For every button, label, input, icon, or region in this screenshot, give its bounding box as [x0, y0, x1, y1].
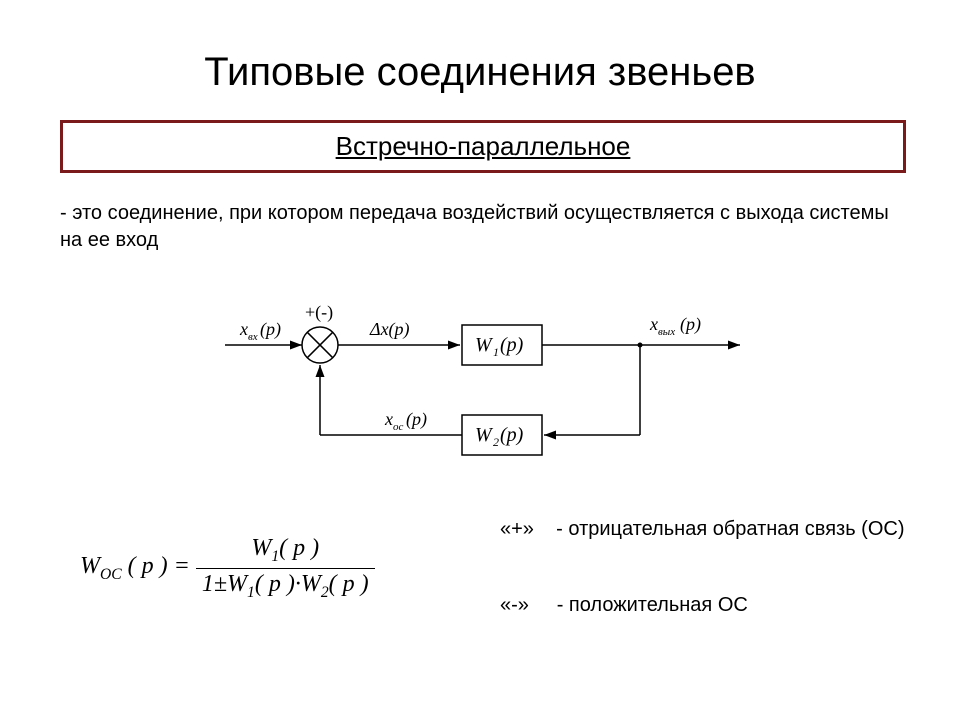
svg-text:+(-): +(-): [305, 302, 333, 323]
svg-text:x: x: [239, 319, 248, 339]
formula-den-w1: W: [227, 571, 247, 597]
svg-text:x: x: [384, 409, 393, 429]
formula-num-sub: 1: [271, 548, 279, 565]
transfer-function-formula: WOC ( p ) = W1( p ) 1±W1( p )·W2( p ): [80, 535, 375, 602]
svg-text:(p): (p): [680, 314, 701, 335]
note-minus: «-» - положительная ОС: [500, 586, 905, 624]
formula-den-pm: ±: [214, 571, 227, 597]
svg-text:W: W: [475, 424, 494, 446]
feedback-diagram: x вх (p) +(-) Δx(p) W 1 (p) x вых (p) W …: [220, 290, 760, 470]
formula-lhs-args: ( p ) =: [128, 553, 190, 579]
svg-text:2: 2: [493, 435, 499, 449]
svg-text:1: 1: [493, 345, 499, 359]
note-plus: «+» - отрицательная обратная связь (ОС): [500, 510, 905, 548]
sign-notes: «+» - отрицательная обратная связь (ОС) …: [500, 510, 905, 624]
description-text: - это соединение, при котором передача в…: [60, 200, 900, 254]
formula-num-w: W: [251, 535, 271, 561]
subtitle-text: Встречно-параллельное: [336, 131, 631, 161]
subtitle-box: Встречно-параллельное: [60, 120, 906, 173]
formula-lhs-sub: OC: [100, 566, 122, 583]
svg-text:(p): (p): [500, 424, 524, 446]
note-minus-text: - положительная ОС: [557, 594, 748, 616]
formula-den-args1: ( p ): [255, 571, 295, 597]
note-minus-sym: «-»: [500, 594, 529, 616]
formula-den-args2: ( p ): [329, 571, 369, 597]
page-title: Типовые соединения звеньев: [0, 50, 960, 95]
svg-text:вых: вых: [658, 326, 675, 338]
note-plus-sym: «+»: [500, 518, 534, 540]
svg-text:(p): (p): [260, 319, 281, 340]
svg-text:x: x: [649, 314, 658, 334]
formula-den-w1-sub: 1: [247, 584, 255, 601]
formula-lhs-w: W: [80, 553, 100, 579]
svg-text:(p): (p): [500, 334, 524, 356]
svg-text:ос: ос: [393, 421, 404, 433]
svg-text:Δx(p): Δx(p): [369, 319, 410, 340]
svg-text:W: W: [475, 334, 494, 356]
formula-den-one: 1: [202, 571, 214, 597]
svg-text:вх: вх: [248, 331, 258, 343]
svg-text:(p): (p): [406, 409, 427, 430]
formula-num-args: ( p ): [279, 535, 319, 561]
formula-den-w2-sub: 2: [321, 584, 329, 601]
note-plus-text: - отрицательная обратная связь (ОС): [556, 518, 904, 540]
formula-den-w2: W: [301, 571, 321, 597]
